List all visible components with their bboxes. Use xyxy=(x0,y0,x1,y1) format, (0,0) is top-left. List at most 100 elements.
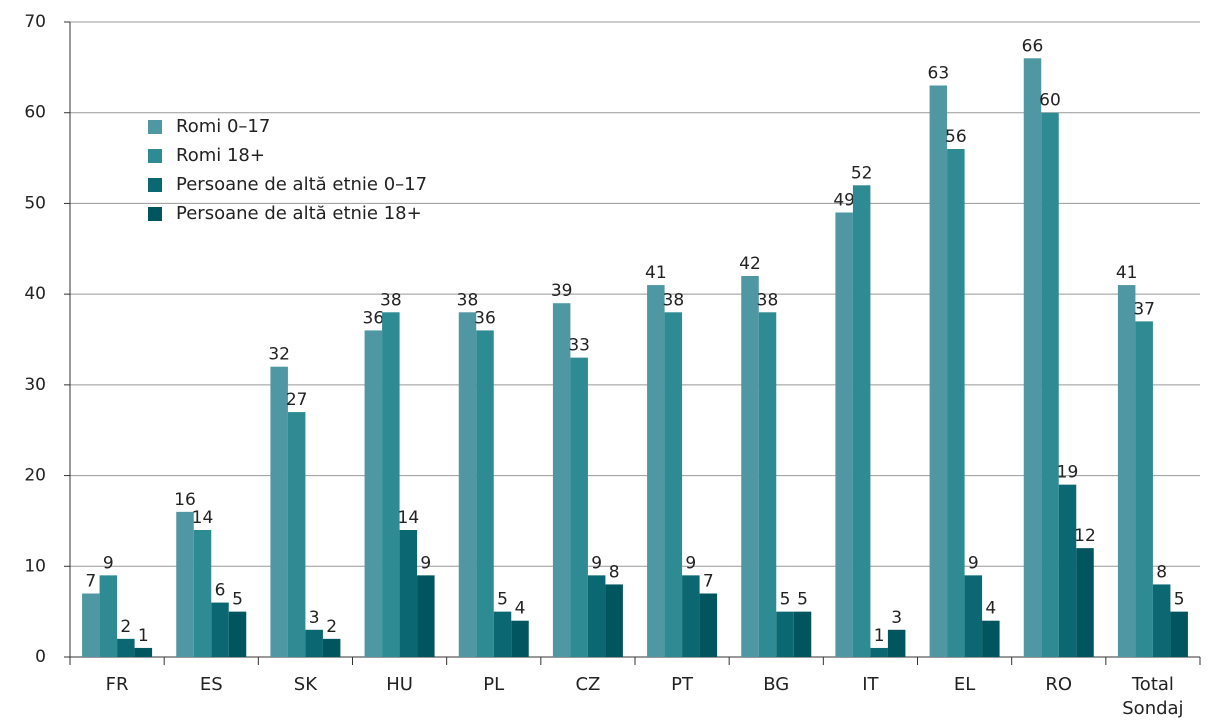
bar xyxy=(193,530,212,657)
data-label: 9 xyxy=(591,553,602,573)
x-tick-label: IT xyxy=(862,674,879,695)
bar xyxy=(929,85,948,657)
data-label: 5 xyxy=(1174,590,1185,610)
data-label: 27 xyxy=(286,390,308,410)
x-tick-label: FR xyxy=(105,674,129,695)
data-label: 5 xyxy=(232,590,243,610)
x-tick-label: HU xyxy=(386,674,413,695)
legend-swatch xyxy=(148,120,162,134)
data-label: 42 xyxy=(739,254,761,274)
data-label: 8 xyxy=(609,562,620,582)
data-label: 14 xyxy=(192,508,214,528)
y-tick-label: 10 xyxy=(24,556,46,576)
bar xyxy=(741,276,759,657)
legend-swatch xyxy=(148,149,162,163)
data-label: 4 xyxy=(515,599,526,619)
bar xyxy=(1170,611,1188,657)
bar xyxy=(852,185,871,658)
bar xyxy=(835,212,853,657)
data-label: 12 xyxy=(1074,526,1096,546)
data-label: 38 xyxy=(457,290,479,310)
bar xyxy=(682,575,700,657)
bar xyxy=(211,602,229,657)
bar xyxy=(1076,548,1094,657)
bar xyxy=(176,511,194,657)
bar xyxy=(1041,112,1059,657)
data-label: 7 xyxy=(85,572,96,592)
data-label: 1 xyxy=(138,626,149,646)
y-tick-label: 50 xyxy=(24,193,46,213)
legend-swatch xyxy=(148,207,162,221)
bar xyxy=(570,357,588,657)
data-label: 5 xyxy=(497,590,508,610)
bar xyxy=(458,312,477,657)
data-label: 6 xyxy=(215,581,226,601)
bar xyxy=(270,366,288,657)
data-label: 38 xyxy=(663,290,685,310)
bar xyxy=(322,638,341,657)
data-label: 5 xyxy=(780,590,791,610)
bar xyxy=(552,303,571,657)
bar xyxy=(964,575,983,657)
data-label: 19 xyxy=(1057,463,1079,483)
data-label: 4 xyxy=(985,599,996,619)
data-label: 56 xyxy=(945,127,967,147)
legend-label: Persoane de altă etnie 0–17 xyxy=(176,174,427,195)
x-tick-label: BG xyxy=(763,674,790,695)
y-tick-label: 20 xyxy=(24,466,46,486)
bar xyxy=(1117,285,1136,657)
bar xyxy=(793,611,812,657)
bar xyxy=(228,611,247,657)
data-label: 7 xyxy=(703,572,714,592)
bar xyxy=(417,575,435,657)
bar xyxy=(664,312,683,657)
y-tick-label: 60 xyxy=(24,103,46,123)
bar xyxy=(699,593,718,657)
data-label: 49 xyxy=(833,191,855,211)
bar xyxy=(647,285,665,657)
bar xyxy=(493,611,512,657)
data-label: 2 xyxy=(120,617,131,637)
data-label: 60 xyxy=(1039,91,1061,111)
y-tick-label: 40 xyxy=(24,284,46,304)
data-label: 9 xyxy=(420,553,431,573)
data-label: 8 xyxy=(1156,562,1167,582)
bar xyxy=(287,412,306,657)
legend-label: Persoane de altă etnie 18+ xyxy=(176,203,422,224)
data-label: 9 xyxy=(685,553,696,573)
x-tick-label: CZ xyxy=(575,674,601,695)
data-label: 41 xyxy=(1116,263,1138,283)
bar xyxy=(887,629,906,657)
data-label: 38 xyxy=(757,290,779,310)
bar xyxy=(1135,321,1153,657)
data-label: 5 xyxy=(797,590,808,610)
data-label: 41 xyxy=(645,263,667,283)
bar xyxy=(1023,58,1042,658)
data-label: 52 xyxy=(851,163,873,183)
bar xyxy=(399,530,418,657)
data-label: 36 xyxy=(474,308,496,328)
bar xyxy=(947,149,965,657)
legend-label: Romi 0–17 xyxy=(176,116,270,137)
x-tick-label: EL xyxy=(953,674,976,695)
bar xyxy=(134,647,153,657)
x-tick-label: SK xyxy=(293,674,318,695)
bar xyxy=(1058,484,1077,657)
bar xyxy=(511,620,529,657)
y-tick-label: 0 xyxy=(35,647,46,667)
bar xyxy=(382,312,400,657)
data-label: 9 xyxy=(103,553,114,573)
legend-swatch xyxy=(148,178,162,192)
bar xyxy=(364,330,383,657)
bar xyxy=(605,584,623,657)
x-tick-label: PL xyxy=(483,674,505,695)
data-label: 3 xyxy=(891,608,902,628)
bar xyxy=(587,575,606,657)
data-label: 37 xyxy=(1133,299,1155,319)
x-tick-label: RO xyxy=(1045,674,1073,695)
legend-label: Romi 18+ xyxy=(176,145,265,166)
bar xyxy=(82,593,100,657)
data-label: 38 xyxy=(380,290,402,310)
